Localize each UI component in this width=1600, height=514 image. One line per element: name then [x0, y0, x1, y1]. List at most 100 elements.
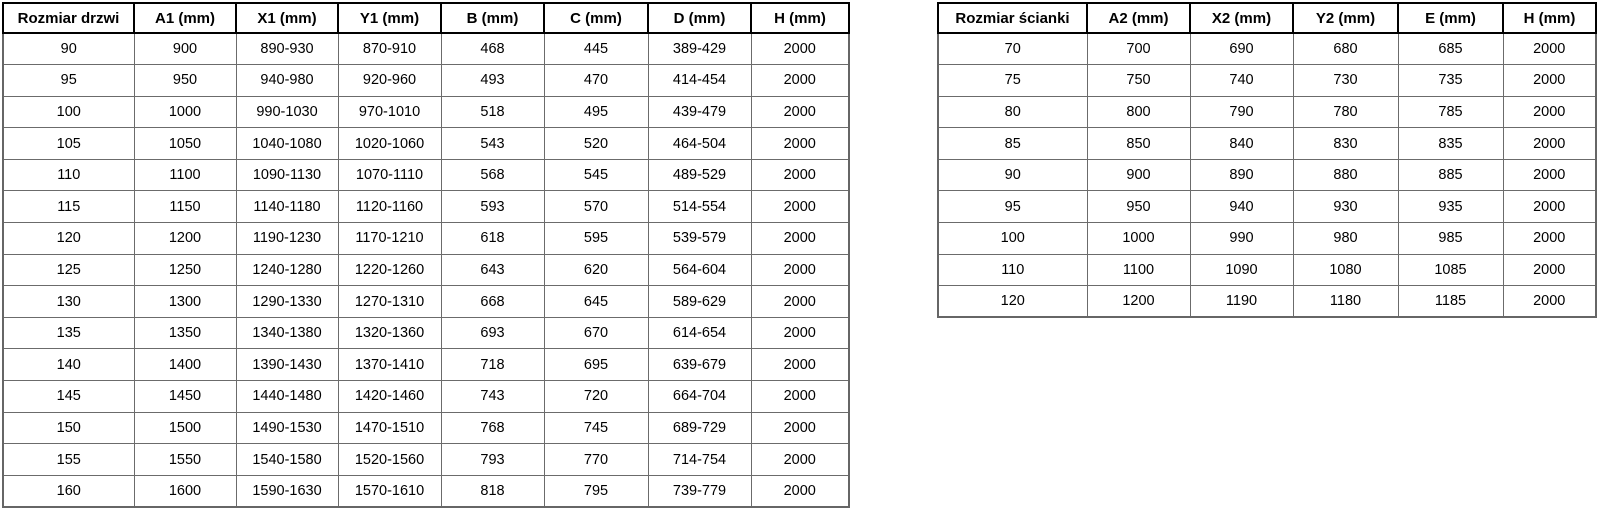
table-cell: 539-579	[647, 222, 752, 255]
table-cell: 664-704	[647, 380, 752, 413]
table-cell: 885	[1397, 158, 1504, 192]
table-cell: 1070-1110	[337, 158, 442, 192]
table-cell: 2000	[750, 64, 850, 97]
table-cell: 840	[1189, 127, 1294, 160]
table-cell: 2000	[1502, 253, 1597, 287]
table-cell: 468	[440, 32, 545, 66]
table-cell: 618	[440, 222, 545, 255]
table-cell: 800	[1086, 95, 1191, 129]
table-cell: 439-479	[647, 95, 752, 129]
table-row: 70 700 690 680 685 2000	[937, 32, 1597, 66]
table-cell: 1085	[1397, 253, 1504, 287]
table-cell: 1100	[133, 158, 237, 192]
table-cell: 568	[440, 158, 545, 192]
table-cell: 2000	[750, 380, 850, 413]
column-header: E (mm)	[1397, 2, 1504, 34]
table-cell: 700	[1086, 32, 1191, 66]
table-cell: 1500	[133, 411, 237, 445]
table-cell: 920-960	[337, 64, 442, 97]
table-cell: 1190	[1189, 285, 1294, 318]
table-cell: 689-729	[647, 411, 752, 445]
table-cell: 1420-1460	[337, 380, 442, 413]
table-cell: 593	[440, 190, 545, 224]
table-cell: 1450	[133, 380, 237, 413]
table-cell: 1200	[133, 222, 237, 255]
column-header: Y1 (mm)	[337, 2, 442, 34]
table-cell: 639-679	[647, 348, 752, 382]
table-cell: 2000	[1502, 32, 1597, 66]
table-cell: 1490-1530	[235, 411, 339, 445]
table-cell: 1520-1560	[337, 443, 442, 476]
table-cell: 614-654	[647, 316, 752, 350]
table-cell: 140	[2, 348, 135, 382]
table-row: 105 1050 1040-1080 1020-1060 543 520 464-504 20…	[2, 127, 850, 160]
table-cell: 2000	[750, 222, 850, 255]
table-cell: 645	[543, 285, 649, 318]
table-cell: 2000	[1502, 127, 1597, 160]
table-cell: 745	[543, 411, 649, 445]
table-cell: 2000	[1502, 64, 1597, 97]
column-header: C (mm)	[543, 2, 649, 34]
table-cell: 950	[1086, 190, 1191, 224]
table-cell: 564-604	[647, 253, 752, 287]
table-cell: 2000	[750, 348, 850, 382]
table-cell: 695	[543, 348, 649, 382]
door-size-table: Rozmiar drzwi A1 (mm) X1 (mm) Y1 (mm) B (mm)…	[2, 2, 850, 508]
table-cell: 1090-1130	[235, 158, 339, 192]
table-cell: 1390-1430	[235, 348, 339, 382]
header-row: Rozmiar ścianki A2 (mm) X2 (mm) Y2 (mm) E (m…	[937, 2, 1597, 34]
column-header: X2 (mm)	[1189, 2, 1294, 34]
column-header: Rozmiar drzwi	[2, 2, 135, 34]
table-cell: 668	[440, 285, 545, 318]
table-cell: 735	[1397, 64, 1504, 97]
table-cell: 1040-1080	[235, 127, 339, 160]
table-cell: 750	[1086, 64, 1191, 97]
table-cell: 1020-1060	[337, 127, 442, 160]
table-row: 120 1200 1190 1180 1185 2000	[937, 285, 1597, 318]
table-cell: 1440-1480	[235, 380, 339, 413]
table-cell: 790	[1189, 95, 1294, 129]
table-cell: 1300	[133, 285, 237, 318]
table-cell: 120	[2, 222, 135, 255]
table-cell: 495	[543, 95, 649, 129]
table-cell: 835	[1397, 127, 1504, 160]
table-cell: 2000	[750, 285, 850, 318]
table-cell: 1080	[1292, 253, 1399, 287]
table-cell: 890	[1189, 158, 1294, 192]
table-row: 135 1350 1340-1380 1320-1360 693 670 614-654 20…	[2, 316, 850, 350]
table-row: 110 1100 1090-1130 1070-1110 568 545 489-529 20…	[2, 158, 850, 192]
table-cell: 570	[543, 190, 649, 224]
table-cell: 545	[543, 158, 649, 192]
table-row: 100 1000 990-1030 970-1010 518 495 439-479 2000	[2, 95, 850, 129]
table-cell: 1290-1330	[235, 285, 339, 318]
column-header: Y2 (mm)	[1292, 2, 1399, 34]
table-cell: 785	[1397, 95, 1504, 129]
table-cell: 464-504	[647, 127, 752, 160]
table-cell: 2000	[750, 32, 850, 66]
table-row: 80 800 790 780 785 2000	[937, 95, 1597, 129]
door-table-body: 90 900 890-930 870-910 468 445 389-429 2000 95 95…	[2, 32, 850, 508]
table-cell: 120	[937, 285, 1088, 318]
table-cell: 980	[1292, 222, 1399, 255]
table-cell: 155	[2, 443, 135, 476]
table-cell: 1250	[133, 253, 237, 287]
table-cell: 935	[1397, 190, 1504, 224]
table-row: 150 1500 1490-1530 1470-1510 768 745 689-729 20…	[2, 411, 850, 445]
header-row: Rozmiar drzwi A1 (mm) X1 (mm) Y1 (mm) B (mm)…	[2, 2, 850, 34]
table-cell: 1550	[133, 443, 237, 476]
table-cell: 493	[440, 64, 545, 97]
table-cell: 680	[1292, 32, 1399, 66]
table-cell: 1000	[133, 95, 237, 129]
table-cell: 793	[440, 443, 545, 476]
table-cell: 2000	[1502, 222, 1597, 255]
table-cell: 2000	[750, 253, 850, 287]
table-cell: 1590-1630	[235, 474, 339, 508]
table-cell: 100	[2, 95, 135, 129]
table-cell: 75	[937, 64, 1088, 97]
table-row: 125 1250 1240-1280 1220-1260 643 620 564-604 20…	[2, 253, 850, 287]
table-row: 140 1400 1390-1430 1370-1410 718 695 639-679 20…	[2, 348, 850, 382]
table-cell: 718	[440, 348, 545, 382]
table-row: 130 1300 1290-1330 1270-1310 668 645 589-629 20…	[2, 285, 850, 318]
table-cell: 1185	[1397, 285, 1504, 318]
table-cell: 685	[1397, 32, 1504, 66]
